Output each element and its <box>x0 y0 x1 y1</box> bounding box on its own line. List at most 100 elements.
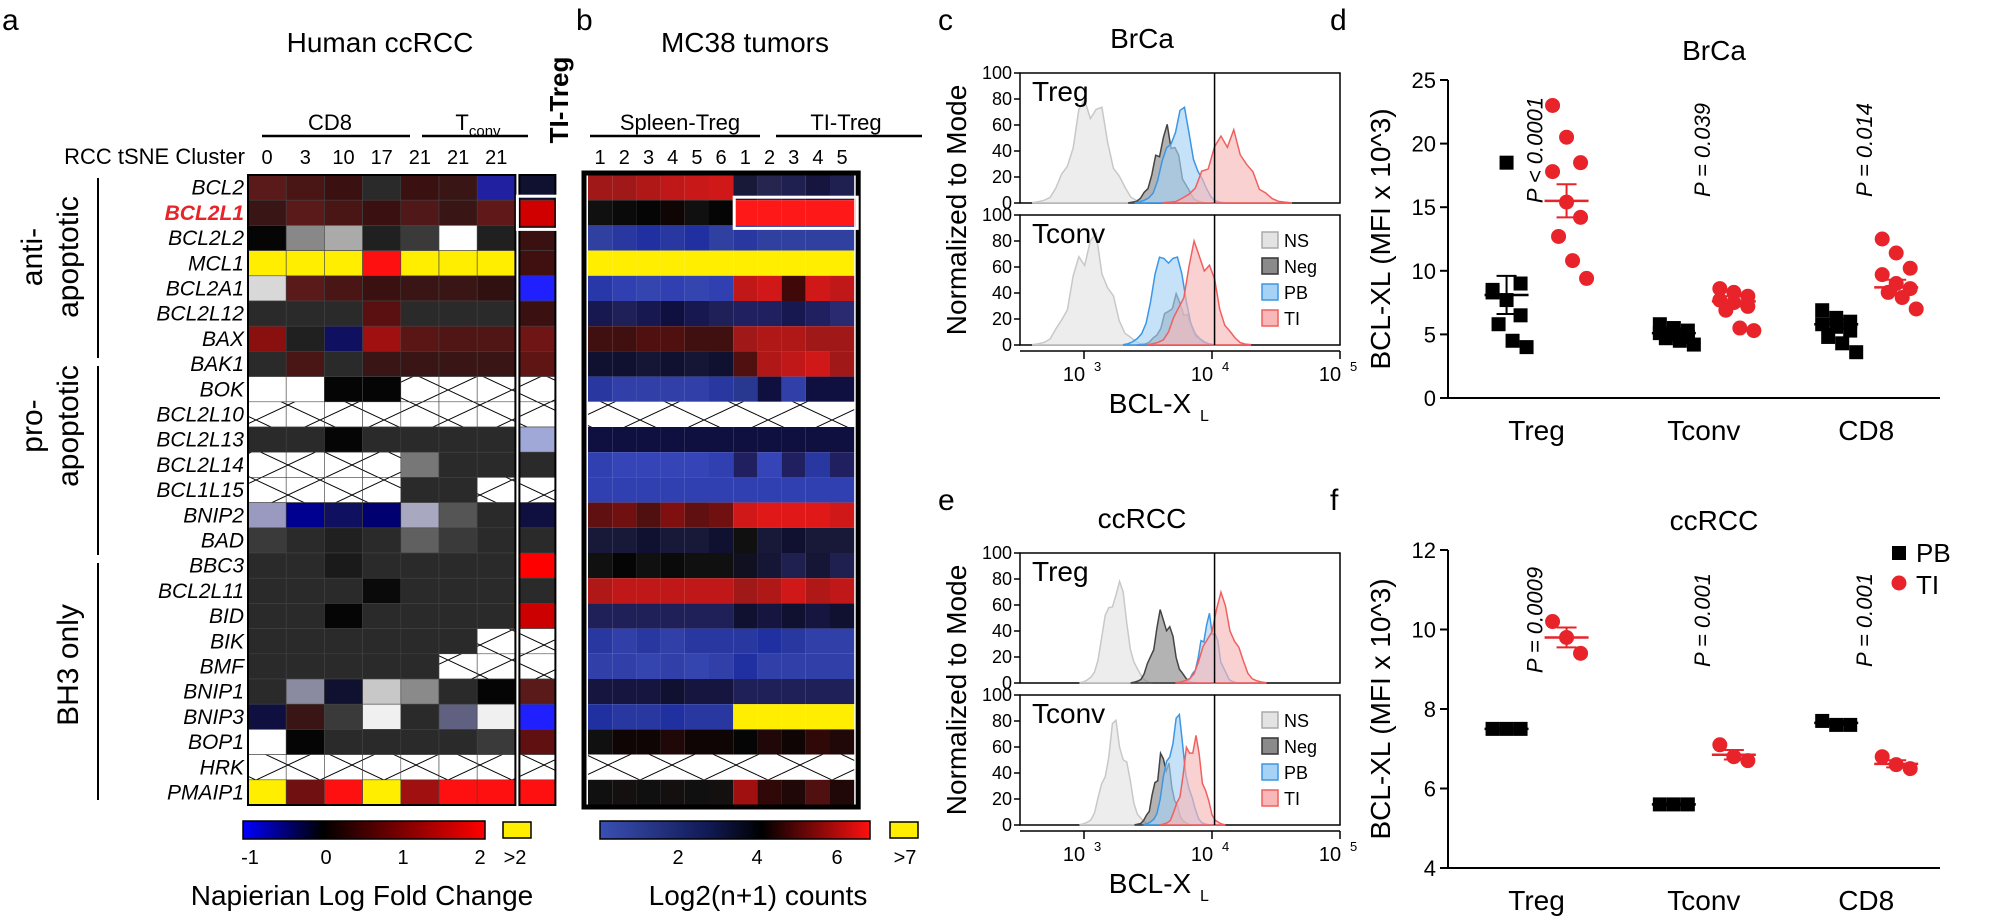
heatmap-cell <box>660 653 685 679</box>
heatmap-cell <box>660 326 685 352</box>
dot-point-pb <box>1815 713 1830 728</box>
heatmap-cell <box>438 426 478 453</box>
heatmap-cell <box>519 376 556 403</box>
hist-xlabel-sub: L <box>1200 408 1209 425</box>
heatmap-cell <box>830 502 855 528</box>
heatmap-cell <box>612 578 637 604</box>
heatmap-cell <box>612 704 637 730</box>
heatmap-cell <box>636 401 661 427</box>
heatmap-cell <box>830 653 855 679</box>
hist-xtick: 10 <box>1063 364 1085 386</box>
hist-xtick-exp: 3 <box>1094 359 1101 374</box>
dot-point-ti <box>1712 737 1728 753</box>
heatmap-cell <box>476 653 516 680</box>
dot-point-ti <box>1573 645 1589 661</box>
heatmap-cell <box>612 477 637 503</box>
heatmap-cell <box>519 653 556 680</box>
heatmap-cell <box>438 225 478 251</box>
hist-ytick: 60 <box>992 595 1012 615</box>
heatmap-cell <box>612 452 637 478</box>
heatmap-cell <box>636 376 661 402</box>
heatmap-cell <box>247 678 287 705</box>
heatmap-cell <box>438 401 478 428</box>
heatmap-cell <box>519 703 556 730</box>
heatmap-cell <box>709 376 734 402</box>
gene-label: BAD <box>201 529 244 552</box>
heatmap-cell <box>285 729 325 755</box>
heatmap-cell <box>660 729 685 755</box>
heatmap-cell <box>709 351 734 377</box>
heatmap-cell <box>476 628 516 655</box>
heatmap-cell <box>519 325 556 352</box>
dot-ytick: 6 <box>1424 777 1436 802</box>
p-value: P = 0.039 <box>1690 103 1715 197</box>
heatmap-cell <box>757 704 782 730</box>
heatmap-cell <box>400 275 440 302</box>
heatmap-cell <box>830 401 855 427</box>
heatmap-cell <box>438 779 478 806</box>
heatmap-cell <box>362 426 402 453</box>
heatmap-cell <box>636 225 661 251</box>
cluster-label: 21 <box>485 147 507 169</box>
heatmap-cell <box>438 250 478 277</box>
heatmap-cell <box>709 603 734 629</box>
dot-point-pb <box>1513 308 1528 323</box>
heatmap-cell <box>400 779 440 806</box>
heatmap-cell <box>781 275 806 301</box>
heatmap-cell <box>438 754 478 781</box>
heatmap-cell <box>247 351 287 377</box>
gene-label: PMAIP1 <box>167 781 244 804</box>
heatmap-cell <box>476 678 516 705</box>
legend-pb-marker <box>1892 546 1906 560</box>
heatmap-cell <box>733 754 758 780</box>
heatmap-cell <box>285 426 325 453</box>
sample-label: 5 <box>837 147 848 169</box>
heatmap-cell <box>438 678 478 705</box>
gene-label: BMF <box>200 655 246 678</box>
gene-label: BNIP3 <box>183 706 244 729</box>
heatmap-cell <box>400 477 440 503</box>
heatmap-cell <box>612 779 637 805</box>
dot-point-ti <box>1579 270 1595 286</box>
heatmap-cell <box>247 754 287 781</box>
heatmap-cell <box>805 653 830 679</box>
heatmap-cell <box>324 703 363 730</box>
hist-curve-ti <box>1175 589 1267 684</box>
dot-point-ti <box>1551 228 1567 244</box>
heatmap-cell <box>362 552 402 579</box>
gene-label: BCL2L12 <box>156 303 244 326</box>
heatmap-cell <box>830 275 855 301</box>
hist-ytick: 0 <box>1002 335 1012 355</box>
heatmap-cell <box>324 199 363 226</box>
heatmap-cell <box>612 401 637 427</box>
heatmap-cell <box>733 351 758 377</box>
category-pro: pro- <box>16 399 49 452</box>
heatmap-cell <box>519 426 556 453</box>
heatmap-cell <box>362 603 402 629</box>
heatmap-cell <box>400 376 440 403</box>
heatmap-cell <box>247 300 287 327</box>
heatmap-cell <box>612 225 637 251</box>
gene-label: BAK1 <box>190 353 244 376</box>
hist-ytick: 60 <box>992 257 1012 277</box>
heatmap-cell <box>684 553 709 579</box>
heatmap-cell <box>612 553 637 579</box>
heatmap-cell <box>324 577 363 604</box>
heatmap-cell <box>830 427 855 453</box>
sample-label: 1 <box>595 147 606 169</box>
cluster-label: 10 <box>332 147 354 169</box>
heatmap-cell <box>636 527 661 553</box>
heatmap-cell <box>362 653 402 680</box>
heatmap-cell <box>476 351 516 377</box>
heatmap-cell <box>660 704 685 730</box>
hist-label: Tconv <box>1032 698 1105 729</box>
legend-a-tick: 2 <box>474 847 485 869</box>
heatmap-cell <box>757 653 782 679</box>
heatmap-cell <box>733 376 758 402</box>
dot-point-pb <box>1672 333 1687 348</box>
heatmap-cell <box>805 376 830 402</box>
heatmap-cell <box>324 376 363 403</box>
heatmap-cell <box>400 603 440 629</box>
heatmap-cell <box>805 502 830 528</box>
dot-point-pb <box>1815 303 1830 318</box>
